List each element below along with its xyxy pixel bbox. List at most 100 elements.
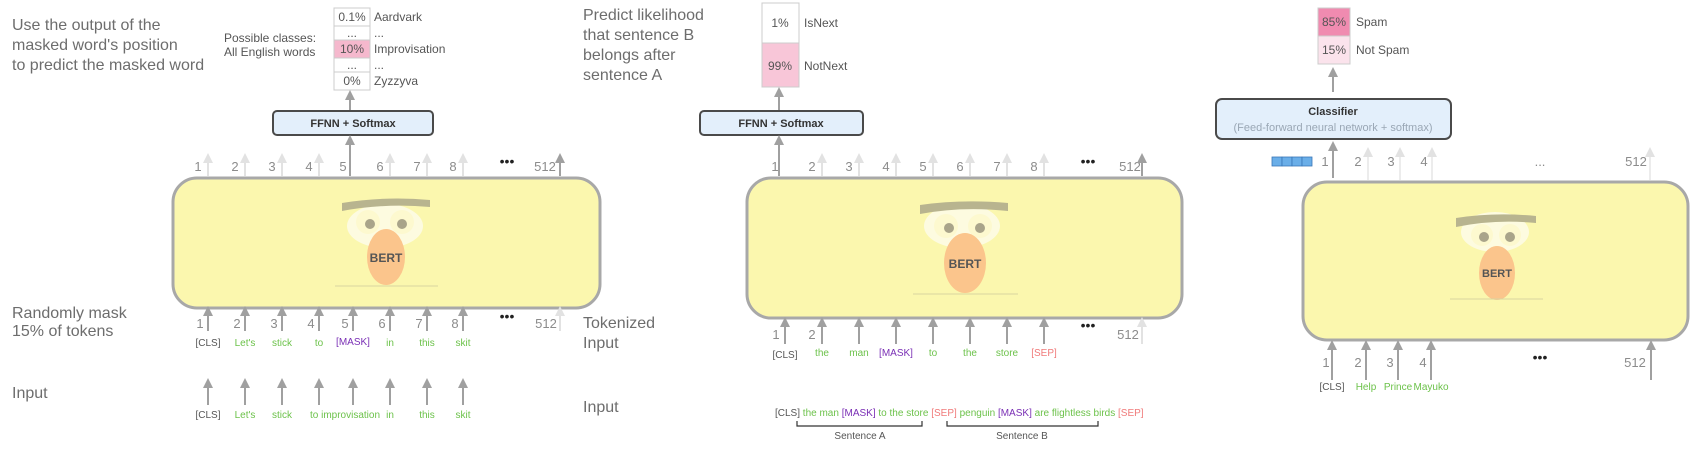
prob-table: 0.1% ... 10% ... 0% Aardvark ... Improvi… — [333, 7, 445, 91]
prob-value: 15% — [1322, 43, 1346, 57]
input-token-row: [CLS] Let's stick to improvisation in th… — [195, 410, 470, 421]
mask-token: [MASK] — [998, 408, 1032, 419]
word-span: penguin — [957, 408, 998, 419]
mask-token: [MASK] — [336, 337, 370, 348]
token: the — [963, 348, 977, 359]
panel1-caption: Use the output of the masked word's posi… — [12, 17, 204, 74]
tokenized-input-label: Tokenized Input — [583, 315, 660, 352]
prob-value: 85% — [1322, 15, 1346, 29]
prob-value: ... — [347, 26, 357, 40]
position-number: 7 — [415, 316, 422, 331]
token: Let's — [235, 338, 256, 349]
position-number: 1 — [1322, 355, 1329, 370]
caption-line: Randomly mask — [12, 305, 128, 322]
sentence-b-bracket — [946, 421, 1099, 427]
sentence-pair-input: [CLS] the man [MASK] to the store [SEP] … — [775, 408, 1144, 419]
bert-face: BERT — [913, 201, 1018, 295]
position-number: 1 — [1321, 154, 1328, 169]
prob-value: 1% — [771, 16, 789, 30]
position-number: 3 — [845, 159, 852, 174]
position-number: 4 — [1419, 355, 1426, 370]
position-number: 4 — [882, 159, 889, 174]
position-number: 512 — [1117, 327, 1139, 342]
input-label: Input — [12, 385, 48, 402]
prob-cell — [761, 2, 800, 44]
sentence-a-bracket — [796, 421, 923, 427]
token: stick — [272, 338, 293, 349]
position-number: 8 — [451, 316, 458, 331]
prob-word: ... — [374, 26, 384, 40]
classifier-box — [1215, 98, 1452, 140]
word-span: the man — [800, 408, 842, 419]
prob-value: ... — [347, 58, 357, 72]
position-number: 6 — [956, 159, 963, 174]
position-number: 2 — [808, 327, 815, 342]
token: in — [386, 338, 394, 349]
token: to — [929, 348, 938, 359]
position-number: 2 — [233, 316, 240, 331]
top-position-row: 1 2 3 4 5 6 7 8 ••• 512 — [771, 153, 1140, 174]
caption-line: that sentence B — [583, 27, 694, 44]
token: [CLS] — [195, 410, 220, 421]
position-number: 6 — [376, 159, 383, 174]
classes-label-line: All English words — [224, 45, 315, 59]
caption-line: sentence A — [583, 67, 663, 84]
position-number: 8 — [1030, 159, 1037, 174]
word-span: are flightless birds — [1032, 408, 1118, 419]
position-number: 4 — [307, 316, 314, 331]
ellipsis: ••• — [1081, 317, 1096, 333]
bert-face: BERT — [1450, 212, 1543, 300]
classes-label: Possible classes: All English words — [224, 31, 319, 59]
mask-token: [MASK] — [879, 348, 913, 359]
token: [CLS] — [1319, 382, 1344, 393]
classes-label-line: Possible classes: — [224, 31, 316, 45]
position-number: ... — [1535, 154, 1546, 169]
classifier-subtitle: (Feed-forward neural network + softmax) — [1234, 122, 1433, 134]
position-number: 3 — [1387, 154, 1394, 169]
caption-line: masked word's position — [12, 37, 178, 54]
caption-line: belongs after — [583, 47, 676, 64]
sep-token: [SEP] — [1118, 408, 1144, 419]
prob-cell — [1317, 7, 1351, 37]
token: stick — [272, 410, 293, 421]
token: the — [815, 348, 829, 359]
prob-word: Improvisation — [374, 42, 445, 56]
prob-word: ... — [374, 58, 384, 72]
token: to — [315, 338, 324, 349]
special-token: [CLS] — [775, 408, 800, 419]
token: this — [419, 338, 435, 349]
token: skit — [456, 410, 471, 421]
classifier-title: Classifier — [1308, 106, 1358, 118]
bert-label: BERT — [1482, 268, 1512, 280]
sentence-a-label: Sentence A — [834, 431, 885, 442]
bottom-position-row: 1 2 ••• 512 — [772, 317, 1138, 342]
caption-line: Use the output of the — [12, 17, 161, 34]
ellipsis: ••• — [1081, 153, 1096, 169]
ellipsis: ••• — [500, 153, 515, 169]
position-number: 4 — [1420, 154, 1427, 169]
prob-word: Spam — [1356, 15, 1387, 29]
caption-line: Input — [583, 335, 619, 352]
token: to improvisation — [310, 410, 380, 421]
token: skit — [456, 338, 471, 349]
input-token-row: [CLS] Help Prince Mayuko — [1319, 382, 1448, 393]
bert-label: BERT — [949, 257, 982, 271]
position-number: 1 — [194, 159, 201, 174]
position-number: 5 — [919, 159, 926, 174]
tokenized-row: [CLS] the man [MASK] to the store [SEP] — [772, 348, 1057, 361]
position-number: 1 — [772, 327, 779, 342]
prob-value: 99% — [768, 59, 792, 73]
token: [CLS] — [195, 338, 220, 349]
position-number: 3 — [1386, 355, 1393, 370]
caption-line: Tokenized — [583, 315, 655, 332]
panel-masked-lm: Use the output of the masked word's posi… — [12, 7, 602, 421]
position-number: 8 — [449, 159, 456, 174]
ellipsis: ••• — [500, 308, 515, 324]
token: Prince — [1384, 382, 1413, 393]
top-position-row: 1 2 3 4 ... 512 — [1321, 154, 1646, 169]
mask-caption: Randomly mask 15% of tokens — [12, 305, 131, 340]
position-number: 5 — [341, 316, 348, 331]
position-number: 2 — [1354, 355, 1361, 370]
sep-token: [SEP] — [1031, 348, 1057, 359]
position-number: 2 — [1354, 154, 1361, 169]
